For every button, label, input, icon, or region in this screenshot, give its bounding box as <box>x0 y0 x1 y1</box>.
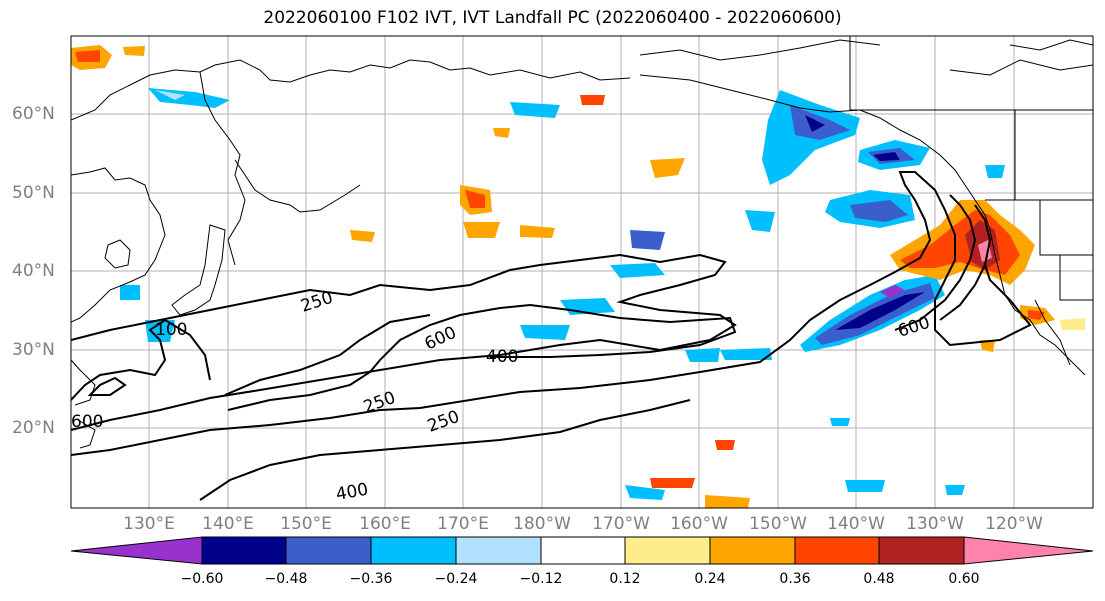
contour-label: 600 <box>71 412 103 432</box>
contour-labels: 250 600 400 250 250 600 400 600 100 <box>71 288 932 505</box>
lat-label: 40°N <box>12 261 55 281</box>
colorbar-tick-label: −0.48 <box>264 571 308 587</box>
colorbar-segment <box>624 536 711 565</box>
colorbar-tick-label: 0.48 <box>863 571 895 587</box>
colorbar-tick-label: −0.60 <box>180 571 224 587</box>
lon-label: 170°E <box>437 514 489 534</box>
lon-label: 130°W <box>906 514 964 534</box>
colorbar-segment <box>285 536 372 565</box>
colorbar-tick-label: 0.60 <box>948 571 980 587</box>
colorbar-segment <box>201 536 287 565</box>
shaded-regions <box>71 45 1085 508</box>
coastlines <box>71 36 1093 449</box>
colorbar-segment <box>370 536 457 565</box>
lon-label: 180°W <box>513 514 571 534</box>
contour-label: 400 <box>486 347 518 367</box>
lon-label: 150°E <box>280 514 332 534</box>
colorbar <box>70 536 1094 565</box>
contour-label: 250 <box>425 407 462 437</box>
colorbar-tick-label: 0.12 <box>609 571 641 587</box>
contour-label: 100 <box>155 320 187 340</box>
lon-label: 140°W <box>827 514 885 534</box>
contour-label: 250 <box>361 388 398 418</box>
colorbar-tick-label: −0.24 <box>434 571 478 587</box>
ivt-contours <box>71 171 1032 501</box>
lat-label: 20°N <box>12 418 55 438</box>
colorbar-segment <box>963 536 1094 565</box>
lon-label: 130°E <box>123 514 175 534</box>
lon-label: 160°E <box>359 514 411 534</box>
colorbar-tick-label: 0.24 <box>694 571 726 587</box>
colorbar-segment <box>70 536 203 565</box>
lon-label: 120°W <box>985 514 1043 534</box>
map-title: 2022060100 F102 IVT, IVT Landfall PC (20… <box>263 8 842 28</box>
colorbar-tick-label: 0.36 <box>779 571 811 587</box>
colorbar-segment <box>794 536 880 565</box>
lon-label: 140°E <box>202 514 254 534</box>
lat-label: 50°N <box>12 183 55 203</box>
map-frame <box>70 35 1094 509</box>
lon-label: 160°W <box>670 514 728 534</box>
colorbar-segment <box>455 536 542 565</box>
colorbar-tick-label: −0.12 <box>519 571 563 587</box>
lon-label: 170°W <box>592 514 650 534</box>
contour-label: 400 <box>334 480 369 505</box>
lon-label: 150°W <box>749 514 807 534</box>
lat-label: 60°N <box>12 104 55 124</box>
colorbar-segment <box>540 536 626 565</box>
colorbar-segment <box>709 536 796 565</box>
colorbar-segment <box>878 536 965 565</box>
colorbar-tick-label: −0.36 <box>349 571 393 587</box>
lat-label: 30°N <box>12 340 55 360</box>
